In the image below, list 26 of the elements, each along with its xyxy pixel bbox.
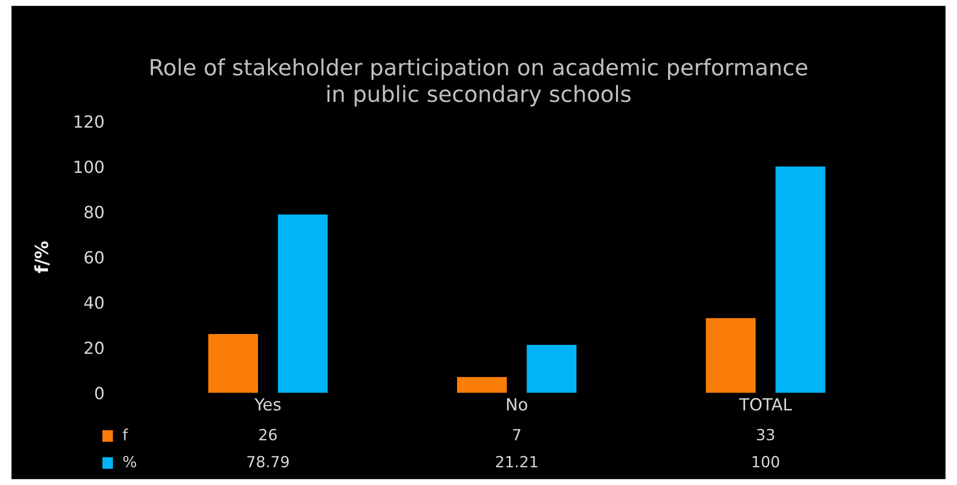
legend-label: % bbox=[123, 456, 136, 468]
y-axis-title: f/% bbox=[34, 241, 50, 273]
bar bbox=[706, 318, 756, 393]
data-label: 100 bbox=[752, 456, 780, 468]
y-tick-label: 120 bbox=[74, 115, 104, 128]
y-tick-label: 60 bbox=[84, 251, 104, 264]
bar bbox=[776, 166, 826, 393]
bar bbox=[526, 344, 576, 393]
y-tick-label: 0 bbox=[95, 386, 104, 400]
y-tick-label: 80 bbox=[84, 206, 104, 218]
x-tick-label: TOTAL bbox=[739, 398, 792, 411]
legend-label: f bbox=[122, 428, 128, 440]
data-label: 33 bbox=[757, 428, 774, 440]
data-label: 26 bbox=[259, 428, 277, 440]
y-tick-label: 40 bbox=[84, 296, 104, 309]
bar bbox=[457, 377, 507, 393]
bar bbox=[208, 334, 258, 393]
y-tick-label: 20 bbox=[84, 342, 104, 354]
chart-title: Role of stakeholder participation on academic performance in public secondary schools bbox=[150, 58, 808, 106]
bar bbox=[278, 214, 328, 393]
data-label: 7 bbox=[513, 429, 520, 440]
data-label: 21.21 bbox=[496, 456, 538, 468]
data-label: 78.79 bbox=[247, 456, 289, 468]
x-tick-label: Yes bbox=[254, 398, 281, 411]
x-tick-label: No bbox=[507, 398, 528, 411]
y-tick-label: 100 bbox=[74, 160, 104, 174]
